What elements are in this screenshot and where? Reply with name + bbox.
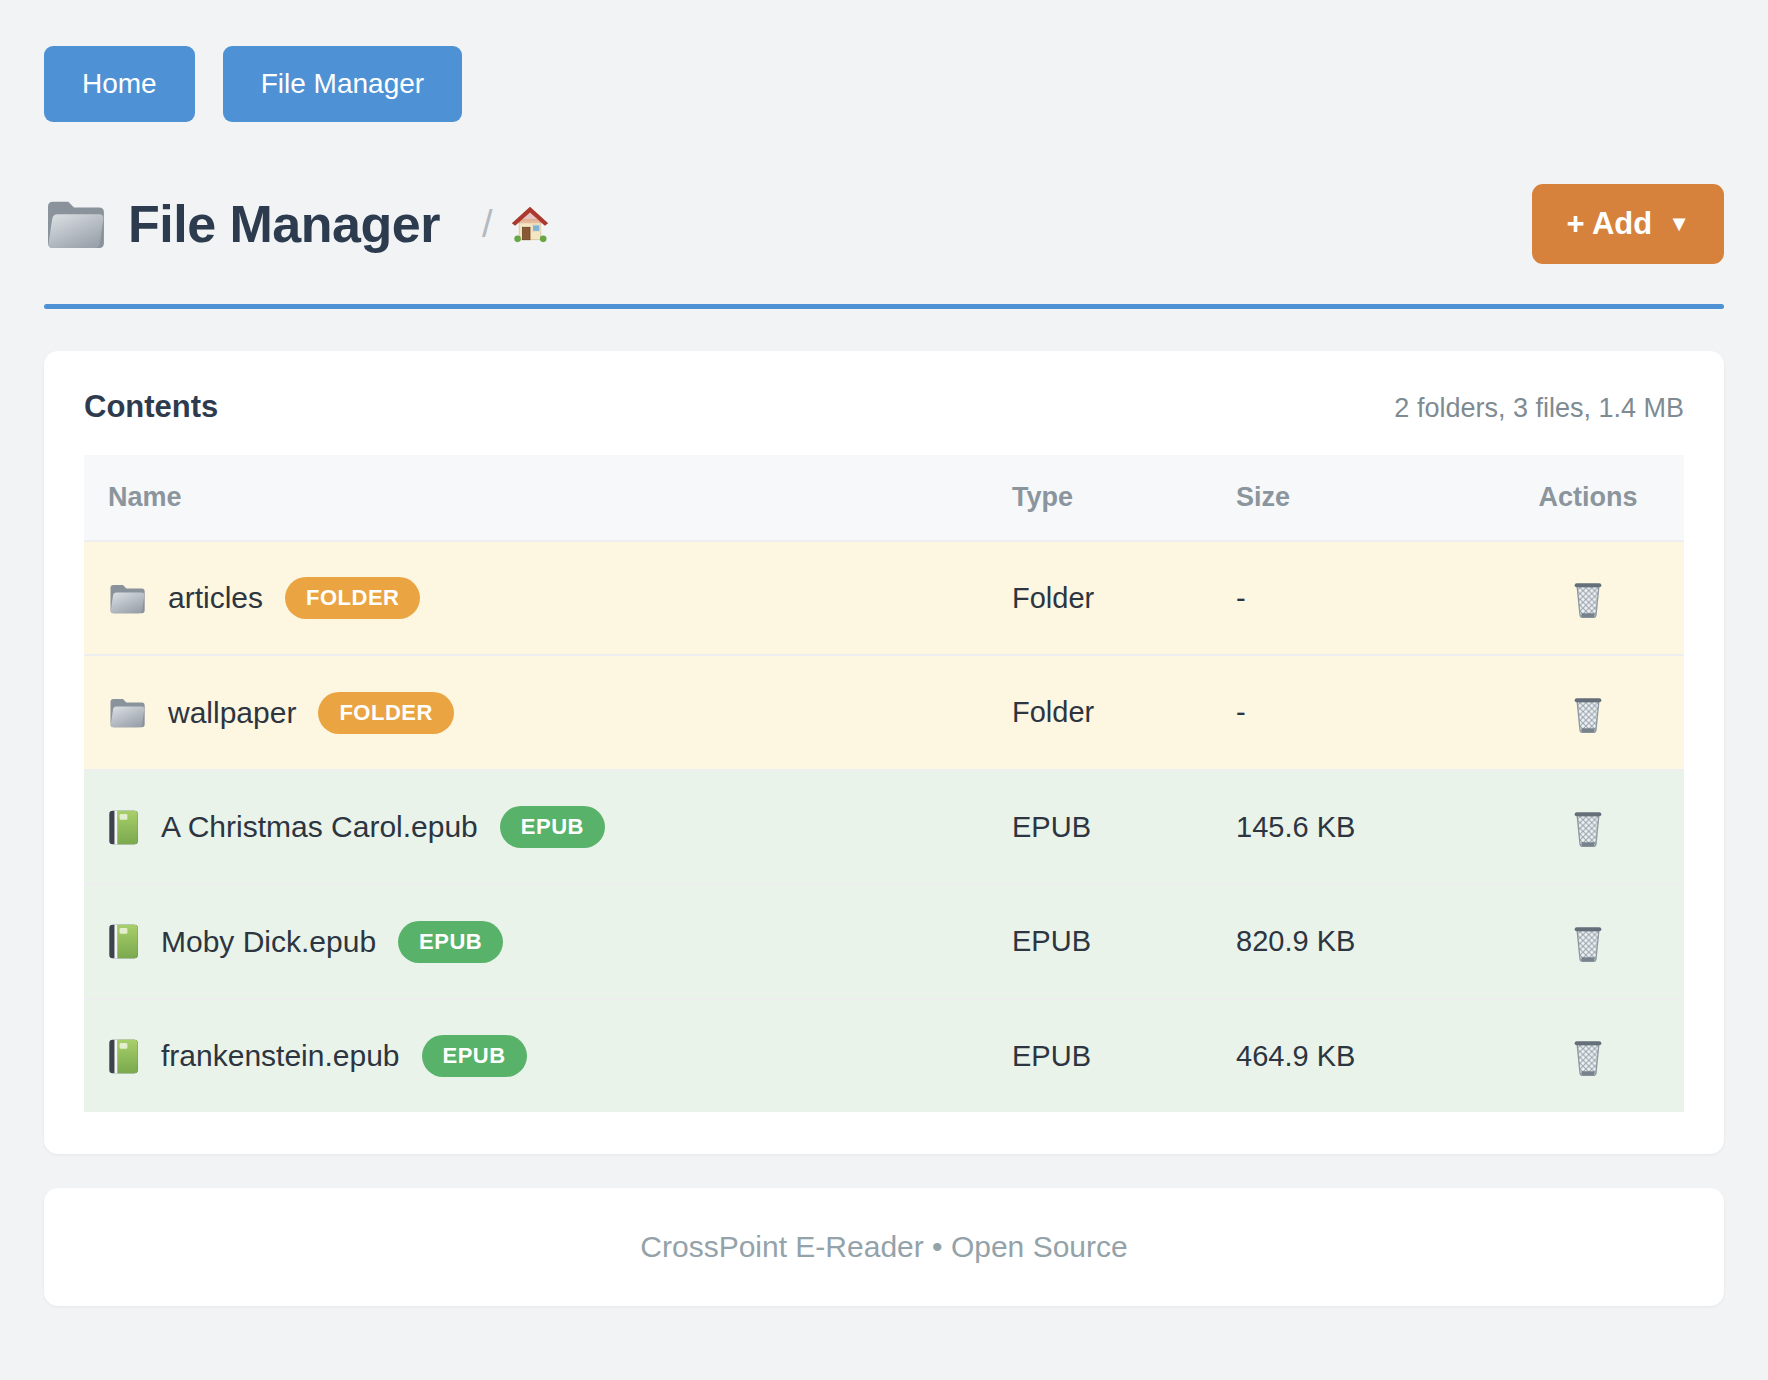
item-size: 145.6 KB xyxy=(1236,770,1492,884)
footer-text: CrossPoint E-Reader • Open Source xyxy=(640,1230,1127,1264)
folder-icon xyxy=(44,197,106,251)
table-row: articles FOLDER Folder - xyxy=(84,541,1684,655)
table-row: Moby Dick.epub EPUB EPUB 820.9 KB xyxy=(84,884,1684,998)
file-table: Name Type Size Actions articles FOLDER xyxy=(84,455,1684,1112)
page-header: File Manager / + Add ▼ xyxy=(44,184,1724,264)
contents-summary: 2 folders, 3 files, 1.4 MB xyxy=(1394,393,1684,424)
delete-button[interactable] xyxy=(1571,923,1605,963)
trash-icon xyxy=(1571,1037,1605,1077)
folder-link[interactable]: articles FOLDER xyxy=(84,577,1012,619)
contents-heading: Contents xyxy=(84,389,218,425)
trash-icon xyxy=(1571,923,1605,963)
trash-icon xyxy=(1571,808,1605,848)
add-button[interactable]: + Add ▼ xyxy=(1532,184,1724,264)
folder-link[interactable]: wallpaper FOLDER xyxy=(84,692,1012,734)
top-nav: Home File Manager xyxy=(44,46,1724,122)
book-icon xyxy=(108,1038,139,1075)
item-size: 464.9 KB xyxy=(1236,999,1492,1112)
chevron-down-icon: ▼ xyxy=(1668,211,1690,237)
file-link[interactable]: A Christmas Carol.epub EPUB xyxy=(84,806,1012,848)
folder-badge: FOLDER xyxy=(285,577,420,619)
footer: CrossPoint E-Reader • Open Source xyxy=(44,1188,1724,1306)
add-button-label: + Add xyxy=(1566,206,1652,242)
trash-icon xyxy=(1571,694,1605,734)
epub-badge: EPUB xyxy=(500,806,605,848)
column-header-actions: Actions xyxy=(1492,455,1684,541)
breadcrumb-separator: / xyxy=(482,203,493,246)
page-title: File Manager xyxy=(128,194,440,254)
nav-file-manager-button[interactable]: File Manager xyxy=(223,46,462,122)
column-header-name: Name xyxy=(84,455,1012,541)
epub-badge: EPUB xyxy=(422,1035,527,1077)
item-name: articles xyxy=(168,581,263,615)
book-icon xyxy=(108,923,139,960)
trash-icon xyxy=(1571,579,1605,619)
epub-badge: EPUB xyxy=(398,921,503,963)
item-name: wallpaper xyxy=(168,696,296,730)
item-type: EPUB xyxy=(1012,884,1236,998)
header-divider xyxy=(44,304,1724,309)
book-icon xyxy=(108,809,139,846)
delete-button[interactable] xyxy=(1571,808,1605,848)
title-group: File Manager / xyxy=(44,194,550,254)
contents-card: Contents 2 folders, 3 files, 1.4 MB Name… xyxy=(44,351,1724,1154)
breadcrumb: / xyxy=(482,203,551,246)
item-size: - xyxy=(1236,655,1492,769)
delete-button[interactable] xyxy=(1571,1037,1605,1077)
table-row: A Christmas Carol.epub EPUB EPUB 145.6 K… xyxy=(84,770,1684,884)
folder-badge: FOLDER xyxy=(318,692,453,734)
delete-button[interactable] xyxy=(1571,694,1605,734)
item-name: A Christmas Carol.epub xyxy=(161,810,478,844)
item-size: 820.9 KB xyxy=(1236,884,1492,998)
file-link[interactable]: Moby Dick.epub EPUB xyxy=(84,921,1012,963)
table-row: wallpaper FOLDER Folder - xyxy=(84,655,1684,769)
column-header-type: Type xyxy=(1012,455,1236,541)
item-type: EPUB xyxy=(1012,999,1236,1112)
item-type: Folder xyxy=(1012,655,1236,769)
item-name: frankenstein.epub xyxy=(161,1039,400,1073)
item-type: EPUB xyxy=(1012,770,1236,884)
folder-icon xyxy=(108,696,146,729)
page: Home File Manager File Manager / + Add ▼… xyxy=(0,0,1768,1306)
column-header-size: Size xyxy=(1236,455,1492,541)
file-table-header: Name Type Size Actions xyxy=(84,455,1684,541)
item-type: Folder xyxy=(1012,541,1236,655)
delete-button[interactable] xyxy=(1571,579,1605,619)
folder-icon xyxy=(108,582,146,615)
item-size: - xyxy=(1236,541,1492,655)
contents-card-head: Contents 2 folders, 3 files, 1.4 MB xyxy=(84,389,1684,425)
table-row: frankenstein.epub EPUB EPUB 464.9 KB xyxy=(84,999,1684,1112)
item-name: Moby Dick.epub xyxy=(161,925,376,959)
file-link[interactable]: frankenstein.epub EPUB xyxy=(84,1035,1012,1077)
nav-home-button[interactable]: Home xyxy=(44,46,195,122)
house-icon[interactable] xyxy=(510,205,550,243)
